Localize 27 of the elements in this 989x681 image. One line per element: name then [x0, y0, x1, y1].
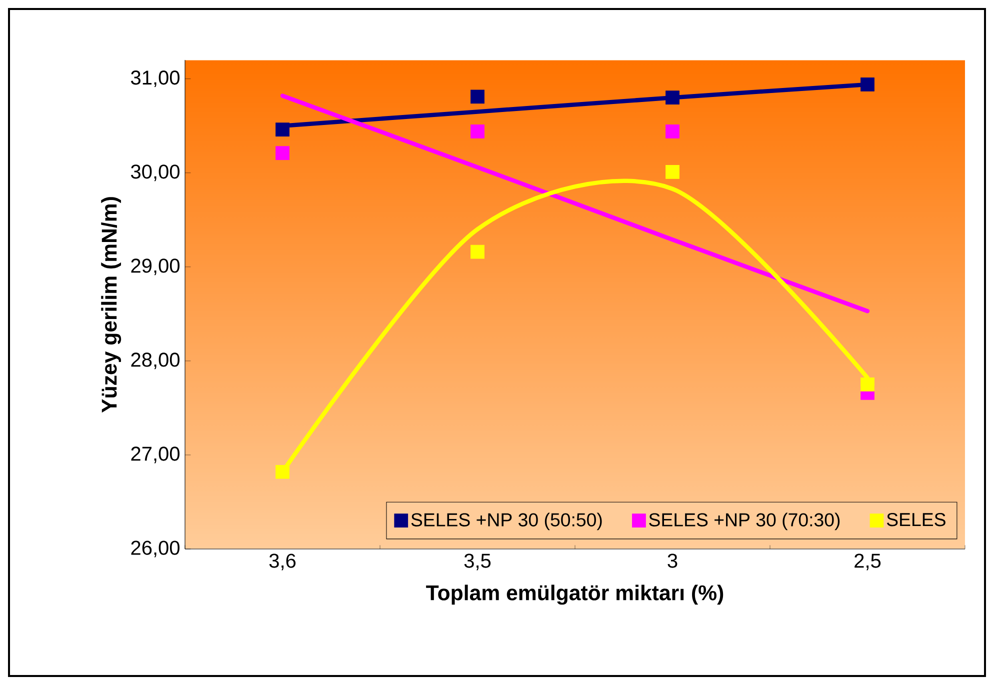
point: [666, 164, 680, 179]
y-tick-label: 29,00: [131, 258, 180, 276]
y-tick-label: 28,00: [131, 352, 180, 370]
point: [470, 90, 484, 104]
x-tick-label: 2,5: [854, 554, 881, 570]
x-axis-title: Toplam emülgatör miktarı (%): [426, 584, 724, 605]
point: [276, 122, 290, 137]
point: [860, 78, 874, 92]
x-tick-label: 3,5: [464, 554, 491, 570]
line-series: [280, 94, 870, 314]
x-tick-label: 3: [668, 554, 678, 568]
y-tick-label: 30,00: [131, 164, 180, 182]
y-tick-label: 27,00: [131, 446, 180, 464]
point: [276, 464, 290, 479]
point: [470, 244, 484, 259]
x-tick-label: 3,6: [269, 554, 296, 570]
point: [276, 146, 290, 160]
legend-label: SELES +NP 30 (50:50): [411, 512, 602, 530]
point: [666, 90, 680, 105]
point: [470, 124, 484, 138]
point: [666, 124, 680, 138]
y-tick-label: 31,00: [131, 70, 180, 88]
legend-label: SELES: [886, 512, 946, 526]
point: [860, 377, 874, 392]
y-tick-label: 26,00: [131, 540, 180, 558]
legend-label: SELES +NP 30 (70:30): [649, 512, 840, 530]
y-axis-title: Yüzey gerilim (mN/m): [101, 197, 122, 413]
